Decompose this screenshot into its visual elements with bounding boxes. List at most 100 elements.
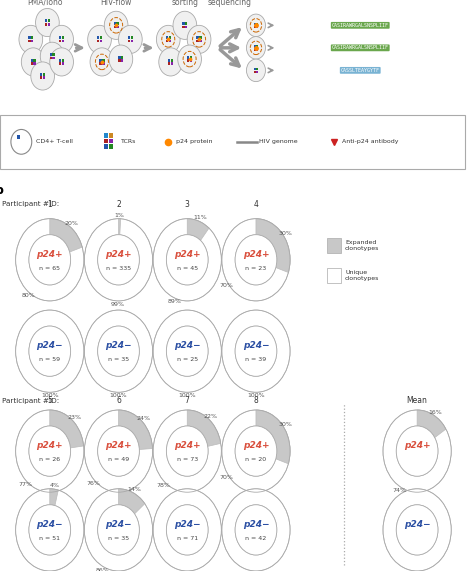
Bar	[169, 39, 171, 42]
Bar	[196, 39, 199, 42]
Bar	[109, 144, 113, 148]
Circle shape	[84, 489, 153, 571]
Bar	[50, 57, 52, 59]
Bar	[40, 73, 43, 76]
Wedge shape	[50, 489, 58, 505]
Bar	[254, 67, 256, 70]
Bar	[256, 67, 258, 70]
Text: p24−: p24−	[105, 341, 132, 350]
Wedge shape	[153, 489, 221, 571]
Bar	[104, 139, 108, 143]
Bar	[256, 26, 258, 28]
Circle shape	[11, 130, 32, 154]
Bar	[62, 59, 64, 62]
Wedge shape	[118, 489, 145, 514]
Bar	[62, 62, 64, 65]
Circle shape	[166, 426, 208, 476]
Circle shape	[235, 326, 277, 376]
Text: CASIRAWRGALSNSPLIIF: CASIRAWRGALSNSPLIIF	[332, 23, 389, 28]
Text: p24 protein: p24 protein	[176, 139, 213, 144]
Circle shape	[16, 410, 84, 492]
Bar	[187, 56, 190, 59]
Wedge shape	[153, 219, 221, 301]
Bar	[168, 62, 171, 65]
Text: p24+: p24+	[404, 441, 430, 450]
Bar	[168, 59, 171, 62]
Text: 77%: 77%	[18, 482, 32, 487]
Circle shape	[84, 219, 153, 301]
Text: n = 65: n = 65	[39, 266, 60, 271]
Text: 22%: 22%	[204, 415, 218, 419]
Bar	[114, 22, 116, 25]
Bar	[254, 45, 256, 47]
Text: 14%: 14%	[128, 487, 141, 492]
Bar	[117, 26, 118, 29]
Bar	[59, 39, 62, 42]
Text: n = 59: n = 59	[39, 357, 60, 363]
Wedge shape	[417, 410, 446, 437]
Bar	[100, 37, 102, 39]
Text: Single-cell
sorting: Single-cell sorting	[165, 0, 205, 6]
Text: 70%: 70%	[219, 283, 233, 288]
Text: n = 71: n = 71	[177, 536, 198, 541]
Text: p24−: p24−	[174, 341, 201, 350]
Wedge shape	[84, 410, 153, 492]
Bar	[118, 56, 120, 59]
Bar	[97, 39, 100, 42]
Circle shape	[153, 410, 221, 492]
Bar	[33, 59, 36, 62]
Circle shape	[246, 14, 265, 37]
Text: HIV-flow: HIV-flow	[100, 0, 132, 6]
Text: p24+: p24+	[36, 250, 63, 259]
Circle shape	[222, 310, 290, 392]
Wedge shape	[84, 310, 153, 392]
Text: p24+: p24+	[174, 250, 201, 259]
Text: n = 39: n = 39	[246, 357, 266, 363]
Text: HIV genome: HIV genome	[259, 139, 298, 144]
Bar	[31, 39, 33, 42]
Text: Participant #ID:: Participant #ID:	[2, 202, 60, 207]
Text: 100%: 100%	[109, 393, 128, 398]
Text: n = 35: n = 35	[108, 536, 129, 541]
Text: 89%: 89%	[168, 299, 182, 304]
Circle shape	[178, 45, 201, 73]
Bar	[100, 39, 102, 42]
FancyBboxPatch shape	[0, 115, 465, 169]
Circle shape	[118, 25, 142, 54]
Circle shape	[50, 25, 73, 54]
Text: n = 49: n = 49	[108, 457, 129, 463]
Bar	[166, 37, 168, 39]
Bar	[131, 37, 133, 39]
Bar	[187, 59, 190, 62]
Text: 4: 4	[254, 200, 258, 209]
Text: p24−: p24−	[243, 341, 269, 350]
Wedge shape	[383, 489, 451, 571]
Text: 11%: 11%	[193, 215, 207, 220]
Text: Unique
clonotypes: Unique clonotypes	[345, 270, 380, 281]
Circle shape	[153, 489, 221, 571]
Text: 100%: 100%	[178, 393, 196, 398]
Bar	[59, 59, 62, 62]
Wedge shape	[16, 489, 84, 571]
Wedge shape	[118, 410, 153, 449]
Bar	[200, 39, 202, 42]
Text: 4%: 4%	[49, 483, 59, 488]
Text: Mean: Mean	[407, 396, 428, 405]
Text: b: b	[0, 184, 4, 197]
Circle shape	[16, 489, 84, 571]
Circle shape	[246, 37, 265, 59]
Text: 86%: 86%	[96, 568, 109, 571]
Bar	[196, 37, 199, 39]
Text: 3: 3	[185, 200, 190, 209]
Text: 1%: 1%	[115, 213, 125, 218]
Bar	[128, 37, 130, 39]
Bar	[30, 62, 33, 65]
Bar	[190, 56, 192, 59]
Text: p24+: p24+	[105, 441, 132, 450]
Bar	[43, 73, 46, 76]
Bar	[43, 77, 46, 79]
Bar	[45, 19, 47, 22]
Wedge shape	[256, 219, 290, 272]
Bar	[128, 39, 130, 42]
Wedge shape	[153, 410, 221, 492]
